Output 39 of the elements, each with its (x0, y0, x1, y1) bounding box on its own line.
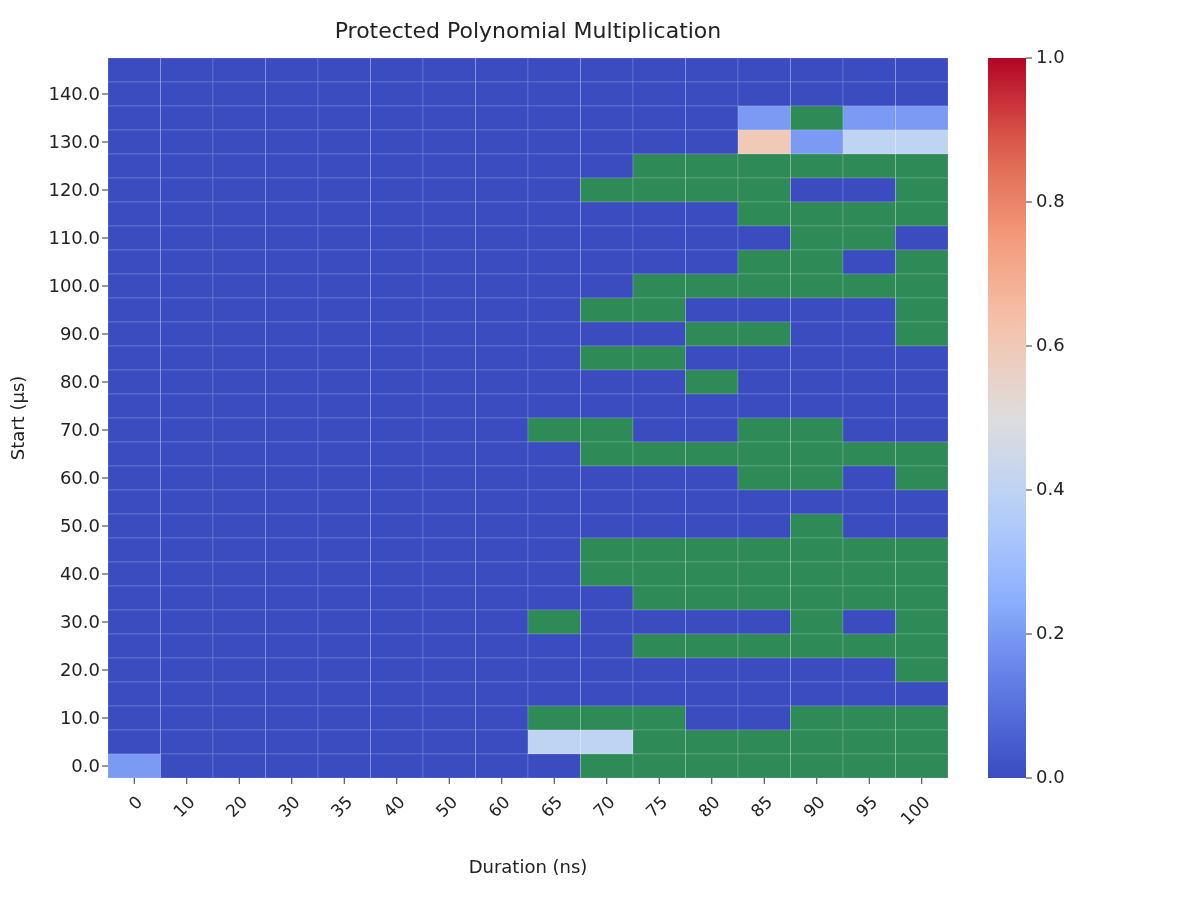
x-tick-label: 65 (536, 791, 567, 822)
y-tick-label: 80.0 (59, 371, 100, 393)
y-tick-label: 90.0 (59, 323, 100, 345)
color-bar-label: 0.2 (1036, 622, 1065, 643)
x-tick-label: 60 (484, 791, 514, 822)
y-tick-label: 50.0 (59, 515, 100, 537)
y-tick-label: 10.0 (59, 707, 100, 729)
y-tick-label: 20.0 (59, 659, 100, 681)
y-tick-label: 0.0 (71, 755, 100, 777)
y-tick-label: 100.0 (48, 275, 100, 297)
x-tick-label: 0 (124, 791, 147, 814)
x-tick-label: 35 (326, 791, 357, 822)
y-tick-label: 40.0 (59, 563, 100, 585)
y-tick-label: 140.0 (48, 83, 100, 105)
x-tick-label: 70 (589, 791, 619, 822)
x-tick-label: 30 (274, 791, 304, 822)
x-tick-label: 90 (799, 791, 829, 822)
color-bar-label: 0.6 (1036, 334, 1065, 355)
y-tick-label: 70.0 (59, 419, 100, 441)
color-bar-label: 1.0 (1036, 46, 1065, 67)
color-bar-label: 0.0 (1036, 766, 1065, 787)
x-tick-label: 85 (746, 791, 777, 822)
x-tick-label: 80 (694, 791, 724, 822)
y-tick-label: 30.0 (59, 611, 100, 633)
x-axis-title: Duration (ns) (468, 856, 588, 877)
x-tick-label: 40 (379, 791, 409, 822)
chart-title: Protected Polynomial Multiplication (334, 18, 722, 43)
y-tick-label: 130.0 (48, 131, 100, 153)
y-tick-label: 110.0 (48, 227, 100, 249)
x-tick-label: 10 (169, 791, 199, 822)
x-tick-label: 20 (221, 791, 252, 822)
y-tick-label: 120.0 (48, 179, 100, 201)
color-bar-label: 0.8 (1036, 190, 1065, 211)
x-tick-label: 75 (641, 791, 672, 822)
y-tick-label: 60.0 (59, 467, 100, 489)
x-tick-label: 50 (431, 791, 462, 822)
y-axis-title: Start (μs) (7, 375, 29, 461)
color-bar-label: 0.4 (1036, 478, 1065, 499)
x-tick-label: 95 (851, 791, 882, 822)
